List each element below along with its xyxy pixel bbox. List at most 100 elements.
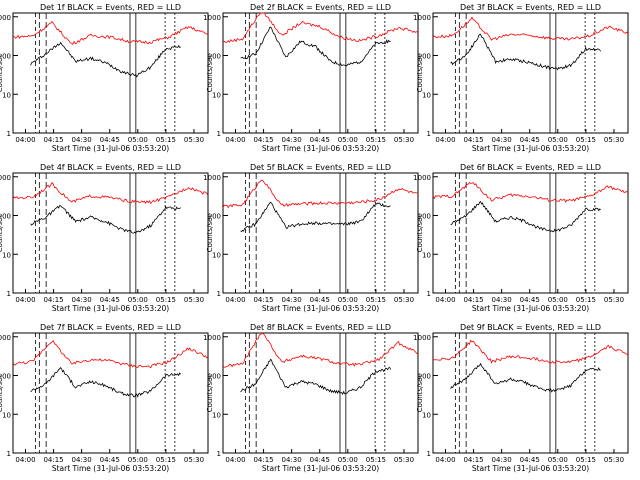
x-tick-label: 05:15 [366, 456, 386, 464]
y-axis-label: Counts/sec [206, 214, 214, 253]
panel-frame [12, 172, 209, 294]
x-tick-label: 04:45 [100, 136, 120, 144]
x-tick-label: 04:45 [100, 456, 120, 464]
panel-det-1: Det 1f BLACK = Events, RED = LLD 1 10 100 10… [0, 3, 209, 153]
y-tick-label: 10 [422, 251, 431, 259]
x-tick-label: 04:00 [225, 136, 245, 144]
x-tick-label: 04:00 [225, 296, 245, 304]
x-tick-label: 05:00 [548, 136, 568, 144]
y-tick-label: 100 [208, 53, 221, 61]
x-tick-label: 05:00 [548, 456, 568, 464]
x-tick-label: 04:15 [43, 456, 63, 464]
x-tick-label: 05:15 [156, 296, 176, 304]
y-tick-label: 1000 [413, 334, 431, 342]
events-series-line [240, 201, 391, 233]
x-tick-label: 05:15 [156, 136, 176, 144]
x-axis-label: Start Time (31-Jul-06 03:53:20) [262, 304, 379, 313]
x-tick-label: 05:15 [366, 136, 386, 144]
x-tick-label: 05:30 [184, 136, 204, 144]
lld-series-line [12, 339, 209, 369]
panel-frame [432, 172, 629, 294]
x-tick-label: 04:30 [72, 456, 92, 464]
x-tick-label: 04:30 [492, 296, 512, 304]
y-tick-label: 1 [7, 130, 11, 138]
y-tick-label: 1000 [413, 14, 431, 22]
lld-series-line [432, 16, 629, 41]
panel-frame [432, 332, 629, 454]
y-tick-label: 1 [427, 450, 431, 458]
lld-series-line [222, 179, 419, 209]
x-tick-label: 04:00 [15, 296, 35, 304]
y-axis-label: Counts/sec [0, 374, 4, 413]
y-tick-label: 1 [7, 290, 11, 298]
panel-title: Det 1f BLACK = Events, RED = LLD [40, 3, 181, 12]
panel-title: Det 9f BLACK = Events, RED = LLD [460, 323, 601, 332]
panel-det-9: Det 9f BLACK = Events, RED = LLD 1 10 100 10… [413, 323, 629, 473]
x-tick-label: 04:30 [492, 456, 512, 464]
x-tick-label: 05:30 [394, 456, 414, 464]
x-axis-label: Start Time (31-Jul-06 03:53:20) [52, 144, 169, 153]
y-axis-label: Counts/sec [0, 214, 4, 253]
y-tick-label: 100 [418, 53, 431, 61]
panel-det-8: Det 8f BLACK = Events, RED = LLD 1 10 100 10… [203, 323, 419, 473]
panel-title: Det 8f BLACK = Events, RED = LLD [250, 323, 391, 332]
y-axis-label: Counts/sec [0, 54, 4, 93]
y-tick-label: 1 [427, 290, 431, 298]
panel-det-7: Det 7f BLACK = Events, RED = LLD 1 10 100 10… [0, 323, 209, 473]
x-tick-label: 04:30 [282, 456, 302, 464]
panel-title: Det 7f BLACK = Events, RED = LLD [40, 323, 181, 332]
y-tick-label: 100 [0, 213, 11, 221]
x-axis-label: Start Time (31-Jul-06 03:53:20) [472, 304, 589, 313]
x-tick-label: 05:00 [338, 136, 358, 144]
x-axis-label: Start Time (31-Jul-06 03:53:20) [52, 304, 169, 313]
x-tick-label: 05:15 [576, 296, 596, 304]
y-tick-label: 1000 [413, 174, 431, 182]
panel-frame [432, 12, 629, 134]
y-axis-label: Counts/sec [416, 54, 424, 93]
y-axis-label: Counts/sec [416, 374, 424, 413]
panel-title: Det 4f BLACK = Events, RED = LLD [40, 163, 181, 172]
y-tick-label: 10 [212, 251, 221, 259]
x-tick-label: 04:15 [253, 136, 273, 144]
x-tick-label: 05:30 [394, 136, 414, 144]
x-axis-label: Start Time (31-Jul-06 03:53:20) [262, 464, 379, 473]
x-tick-label: 04:45 [520, 456, 540, 464]
lld-series-line [432, 181, 629, 203]
y-tick-label: 100 [208, 373, 221, 381]
panel-frame [12, 332, 209, 454]
x-tick-label: 05:00 [128, 136, 148, 144]
x-tick-label: 05:30 [604, 296, 624, 304]
x-tick-label: 04:15 [253, 456, 273, 464]
y-axis-label: Counts/sec [206, 374, 214, 413]
y-tick-label: 1 [217, 290, 221, 298]
x-tick-label: 04:45 [310, 296, 330, 304]
x-tick-label: 05:15 [156, 456, 176, 464]
y-axis-label: Counts/sec [416, 214, 424, 253]
y-tick-label: 1000 [0, 14, 11, 22]
x-axis-label: Start Time (31-Jul-06 03:53:20) [472, 464, 589, 473]
y-tick-label: 1 [7, 450, 11, 458]
x-tick-label: 05:00 [338, 456, 358, 464]
y-tick-label: 100 [418, 213, 431, 221]
panel-frame [222, 12, 419, 134]
x-tick-label: 04:00 [435, 456, 455, 464]
panel-det-3: Det 3f BLACK = Events, RED = LLD 1 10 100 10… [413, 3, 629, 153]
x-tick-label: 04:30 [282, 296, 302, 304]
x-tick-label: 04:15 [463, 136, 483, 144]
events-series-line [450, 200, 601, 233]
y-tick-label: 10 [212, 411, 221, 419]
x-tick-label: 05:30 [394, 296, 414, 304]
x-tick-label: 04:45 [100, 296, 120, 304]
lld-series-line [432, 339, 629, 364]
x-tick-label: 04:00 [15, 136, 35, 144]
x-tick-label: 04:30 [282, 136, 302, 144]
y-tick-label: 100 [208, 213, 221, 221]
y-tick-label: 10 [422, 411, 431, 419]
panel-title: Det 2f BLACK = Events, RED = LLD [250, 3, 391, 12]
y-tick-label: 100 [0, 53, 11, 61]
y-tick-label: 100 [0, 373, 11, 381]
y-tick-label: 10 [2, 411, 11, 419]
y-tick-label: 1000 [203, 334, 221, 342]
panel-frame [222, 172, 419, 294]
x-tick-label: 04:45 [310, 456, 330, 464]
